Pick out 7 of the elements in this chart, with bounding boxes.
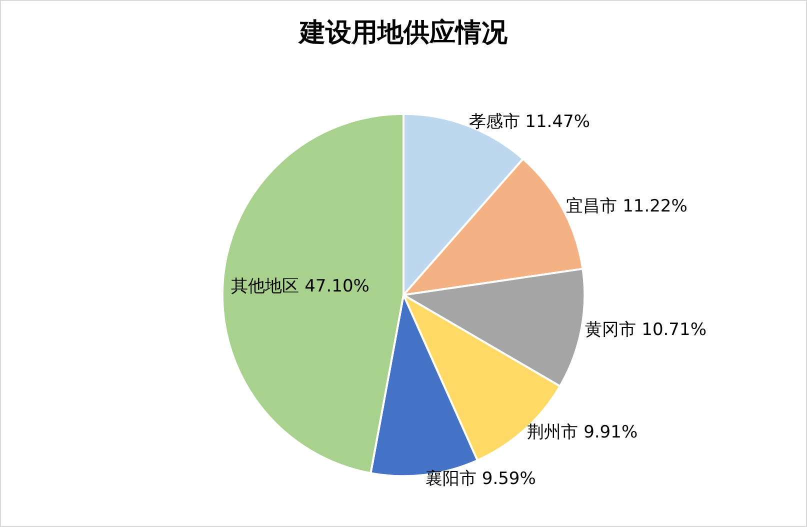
slice-label: 荆州市 9.91% [527,422,638,443]
slice-label: 襄阳市 9.59% [425,468,536,489]
chart-title: 建设用地供应情况 [298,18,508,48]
slice-label: 宜昌市 11.22% [566,196,688,217]
slice-label: 黄冈市 10.71% [585,320,706,340]
slice-label: 孝感市 11.47% [468,112,590,132]
slice-label: 其他地区 47.10% [231,276,370,296]
